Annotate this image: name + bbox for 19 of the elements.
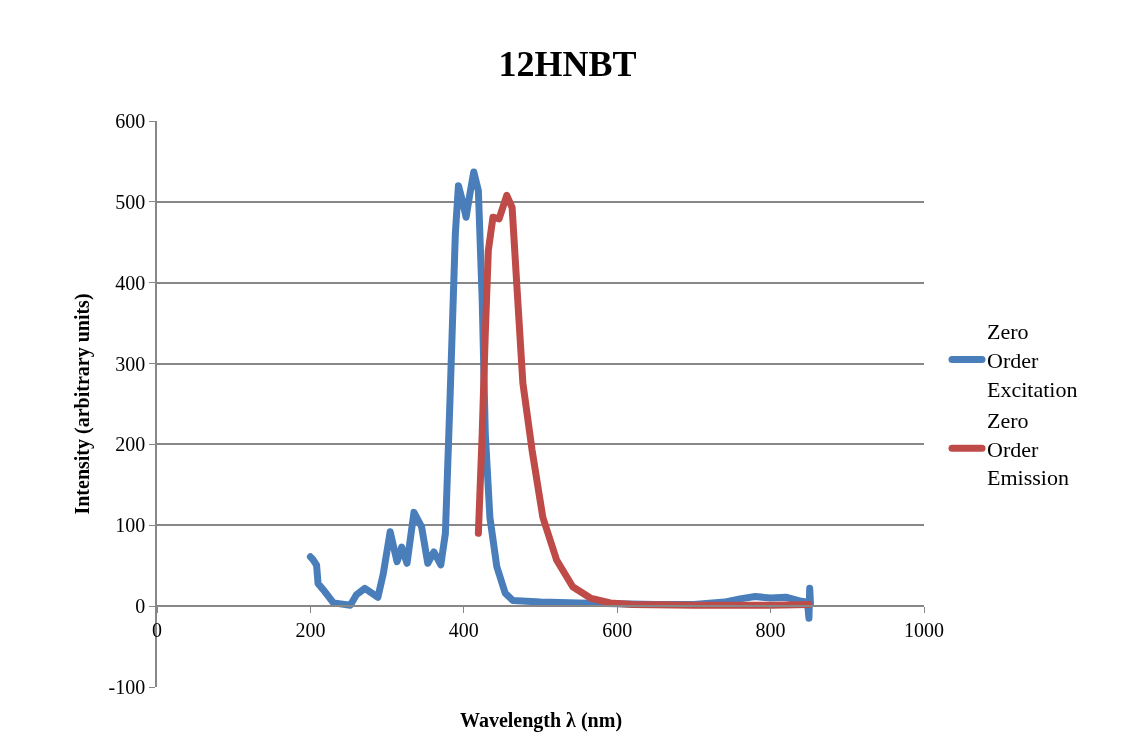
y-tick-label: 600 bbox=[115, 110, 146, 132]
chart-title: 12HNBT bbox=[498, 44, 637, 85]
y-tick-label: 0 bbox=[135, 595, 146, 618]
x-tick-label: 800 bbox=[755, 618, 786, 641]
x-tick-label: 200 bbox=[295, 618, 326, 641]
legend-label: Zero Order Excitation bbox=[987, 319, 1078, 402]
x-tick-label: 1000 bbox=[904, 618, 944, 641]
x-axis-title: Wavelength λ (nm) bbox=[460, 709, 623, 732]
x-tick-label: 0 bbox=[152, 618, 162, 641]
y-tick-label: 200 bbox=[115, 433, 146, 456]
y-tick-label: 300 bbox=[115, 352, 146, 375]
x-tick-label: 400 bbox=[448, 618, 479, 641]
y-tick-label: 400 bbox=[115, 271, 146, 294]
y-tick-label: 100 bbox=[115, 514, 146, 537]
x-tick-label: 600 bbox=[602, 618, 633, 641]
y-axis-title: Intensity (arbitrary units) bbox=[70, 293, 94, 515]
y-tick-label: 500 bbox=[115, 190, 146, 213]
y-tick-label: -100 bbox=[108, 676, 146, 698]
legend-label: Zero Order Emission bbox=[987, 408, 1069, 491]
